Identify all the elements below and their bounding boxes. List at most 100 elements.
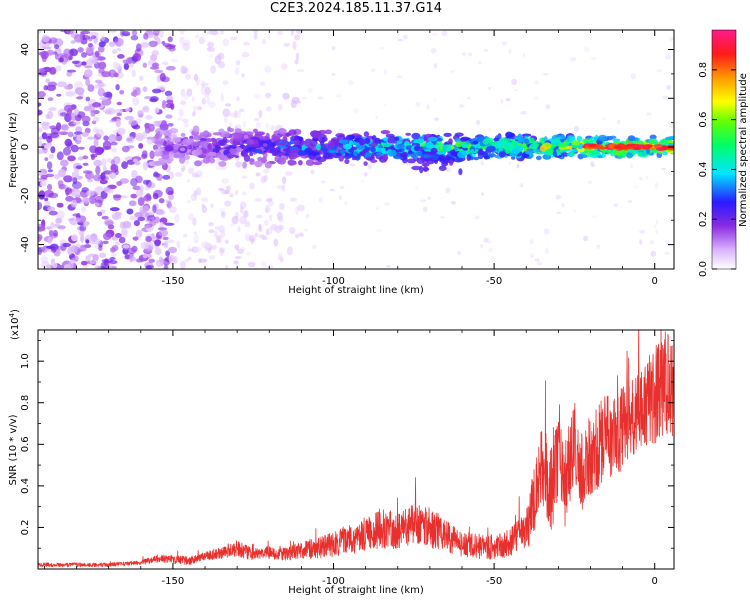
heatmap-cell xyxy=(193,231,198,235)
heatmap-cell xyxy=(482,138,489,145)
heatmap-cell xyxy=(190,193,197,201)
heatmap-cell xyxy=(315,143,321,151)
heatmap-cell xyxy=(450,200,456,205)
heatmap-cell xyxy=(85,77,91,87)
heatmap-cell xyxy=(49,37,58,44)
heatmap-cell xyxy=(41,34,50,43)
heatmap-cell xyxy=(413,145,421,152)
heatmap-cell xyxy=(90,153,98,158)
heatmap-cell xyxy=(46,226,52,230)
heatmap-cell xyxy=(213,230,218,238)
heatmap-cell xyxy=(136,43,142,52)
heatmap-cell xyxy=(119,90,125,95)
heatmap-cell xyxy=(71,60,80,64)
heatmap-cell xyxy=(123,62,130,71)
heatmap-cell xyxy=(38,136,43,141)
heatmap-cell xyxy=(420,199,427,203)
heatmap-cell xyxy=(103,135,109,141)
heatmap-cell xyxy=(165,140,174,145)
heatmap-cell xyxy=(68,55,73,61)
heatmap-cell xyxy=(559,135,565,140)
heatmap-cell xyxy=(114,241,120,246)
heatmap-cell xyxy=(417,138,425,144)
heatmap-cell xyxy=(239,201,247,210)
heatmap-cell xyxy=(639,229,646,234)
heatmap-cell xyxy=(111,147,117,153)
snr-y-axis-title: SNR (10 * v/v) xyxy=(8,414,19,485)
snr-y-tick-label: 0.6 xyxy=(20,436,31,452)
heatmap-cell xyxy=(626,151,634,159)
heatmap-cell xyxy=(182,42,190,51)
snr-panel: -150 -100 -50 0 0.2 0.4 0.6 0.8 1.0 Height of s… xyxy=(8,309,675,596)
heatmap-cell xyxy=(220,30,225,35)
heatmap-cell xyxy=(278,156,286,162)
heatmap-cell xyxy=(335,94,342,98)
heatmap-cell xyxy=(368,163,372,170)
heatmap-cell xyxy=(223,189,230,195)
heatmap-cell xyxy=(193,73,199,81)
heatmap-cell xyxy=(299,232,303,237)
heatmap-x-tick-label: -50 xyxy=(486,276,502,287)
heatmap-cell xyxy=(101,215,109,220)
heatmap-cell xyxy=(283,42,291,47)
heatmap-cell xyxy=(574,125,580,132)
heatmap-cell xyxy=(75,191,81,195)
heatmap-cell xyxy=(85,96,91,102)
heatmap-cell xyxy=(467,96,471,100)
heatmap-cell xyxy=(639,239,643,246)
heatmap-cell xyxy=(415,186,419,191)
heatmap-cell xyxy=(201,241,209,249)
heatmap-cell xyxy=(232,132,243,139)
colorbar-tick-label: 0.4 xyxy=(698,161,709,177)
heatmap-cell xyxy=(83,222,89,228)
heatmap-cell xyxy=(669,123,674,128)
heatmap-cell xyxy=(42,46,52,50)
heatmap-cell xyxy=(481,192,484,196)
heatmap-cell xyxy=(164,145,173,152)
heatmap-cell xyxy=(589,143,597,147)
heatmap-cell xyxy=(339,185,345,190)
heatmap-cell xyxy=(235,161,242,168)
heatmap-cell xyxy=(294,139,300,145)
heatmap-cell xyxy=(187,199,192,204)
heatmap-cell xyxy=(201,203,205,208)
heatmap-cell xyxy=(220,93,224,103)
heatmap-cell xyxy=(601,149,606,153)
heatmap-cell xyxy=(129,215,138,221)
heatmap-cell xyxy=(260,156,267,164)
heatmap-cell xyxy=(55,217,63,224)
heatmap-cell xyxy=(396,75,403,78)
heatmap-cell xyxy=(344,158,350,165)
heatmap-cell xyxy=(319,140,325,146)
snr-x-ticks: -150 -100 -50 0 xyxy=(44,330,658,587)
heatmap-cell xyxy=(218,187,225,192)
heatmap-cell xyxy=(125,136,135,144)
heatmap-cell xyxy=(149,220,157,226)
heatmap-cell xyxy=(276,211,283,221)
heatmap-cell xyxy=(44,157,49,162)
heatmap-cell xyxy=(161,41,166,45)
heatmap-cell xyxy=(490,255,497,261)
heatmap-cell xyxy=(46,161,53,170)
heatmap-cell xyxy=(207,41,214,48)
heatmap-cell xyxy=(323,151,328,159)
heatmap-cell xyxy=(255,214,263,219)
heatmap-cell xyxy=(100,172,106,181)
heatmap-cell xyxy=(244,220,251,228)
heatmap-cell xyxy=(508,48,512,54)
heatmap-cell xyxy=(168,246,177,254)
snr-y-tick-label: 0.2 xyxy=(20,519,31,535)
heatmap-cell xyxy=(50,146,56,154)
heatmap-cell xyxy=(543,155,550,159)
heatmap-cell xyxy=(115,84,120,91)
heatmap-cell xyxy=(64,187,73,195)
heatmap-cell xyxy=(142,179,150,185)
heatmap-cell xyxy=(200,82,209,87)
heatmap-cell xyxy=(529,143,539,150)
heatmap-cell xyxy=(669,37,674,41)
heatmap-cell xyxy=(331,72,336,76)
heatmap-cell xyxy=(285,132,290,138)
heatmap-cell xyxy=(383,103,387,107)
heatmap-cell xyxy=(67,131,74,138)
heatmap-cell xyxy=(438,165,447,171)
